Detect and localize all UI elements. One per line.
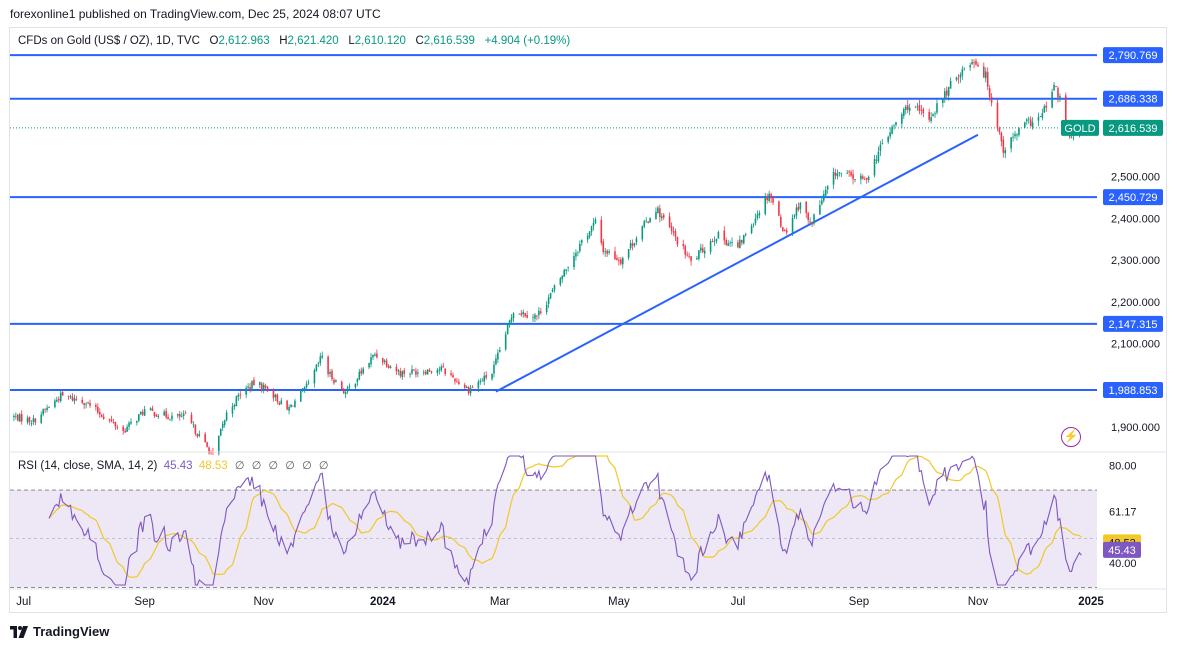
- symbol-name[interactable]: CFDs on Gold (US$ / OZ), 1D, TVC: [18, 35, 200, 47]
- symbol-legend: CFDs on Gold (US$ / OZ), 1D, TVC O2,612.…: [18, 35, 570, 47]
- high-value: 2,621.420: [287, 35, 339, 47]
- flash-icon[interactable]: ⚡: [1061, 427, 1081, 447]
- close-label: C: [415, 35, 424, 47]
- open-value: 2,612.963: [218, 35, 270, 47]
- rsi-legend-value: 45.43: [163, 460, 193, 472]
- brand-label: TradingView: [33, 624, 110, 639]
- rsi-legend: RSI (14, close, SMA, 14, 2) 45.43 48.53 …: [18, 459, 328, 472]
- rsi-legend-sma-value: 48.53: [198, 460, 228, 472]
- publisher-line: forexonline1 published on TradingView.co…: [10, 7, 381, 21]
- rsi-legend-label[interactable]: RSI (14, close, SMA, 14, 2): [18, 460, 158, 472]
- open-label: O: [209, 35, 219, 47]
- low-label: L: [348, 35, 355, 47]
- hidden-value-icon: ∅: [268, 460, 279, 472]
- high-label: H: [279, 35, 288, 47]
- hidden-value-icon: ∅: [318, 460, 329, 472]
- hidden-value-icon: ∅: [285, 460, 295, 472]
- chart-frame: [9, 27, 1167, 613]
- hidden-value-icon: ∅: [251, 460, 262, 472]
- tradingview-logo-icon: [10, 625, 28, 638]
- hidden-value-icon: ∅: [302, 460, 312, 472]
- low-value: 2,610.120: [354, 35, 406, 47]
- close-value: 2,616.539: [423, 35, 475, 47]
- tradingview-logo[interactable]: TradingView: [10, 624, 109, 639]
- change-value: +4.904 (+0.19%): [484, 35, 571, 47]
- hidden-value-icon: ∅: [234, 460, 245, 472]
